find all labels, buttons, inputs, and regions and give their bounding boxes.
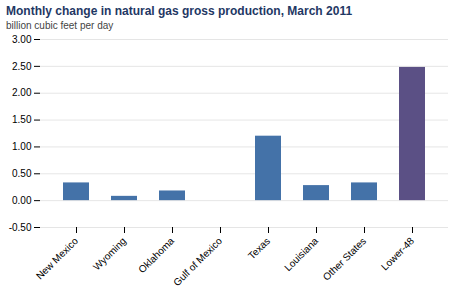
svg-text:0.00: 0.00 — [12, 195, 32, 206]
svg-text:1.50: 1.50 — [12, 114, 32, 125]
svg-text:Wyoming: Wyoming — [91, 235, 128, 272]
svg-text:Texas: Texas — [246, 235, 272, 261]
svg-text:New Mexico: New Mexico — [34, 235, 81, 282]
svg-text:1.00: 1.00 — [12, 141, 32, 152]
svg-text:Lower-48: Lower-48 — [379, 235, 417, 273]
svg-text:Oklahoma: Oklahoma — [136, 235, 176, 275]
svg-text:Louisiana: Louisiana — [282, 235, 320, 273]
html-text:billion cubic feet per day: billion cubic feet per day — [6, 20, 114, 31]
svg-text:-0.50: -0.50 — [9, 222, 32, 233]
html-text:Monthly change in natural gas: Monthly change in natural gas gross prod… — [6, 4, 353, 18]
svg-text:3.00: 3.00 — [12, 34, 32, 45]
svg-text:Other States: Other States — [321, 235, 368, 282]
svg-text:0.50: 0.50 — [12, 168, 32, 179]
svg-text:2.00: 2.00 — [12, 87, 32, 98]
svg-text:Gulf of Mexico: Gulf of Mexico — [171, 235, 224, 288]
svg-text:2.50: 2.50 — [12, 61, 32, 72]
